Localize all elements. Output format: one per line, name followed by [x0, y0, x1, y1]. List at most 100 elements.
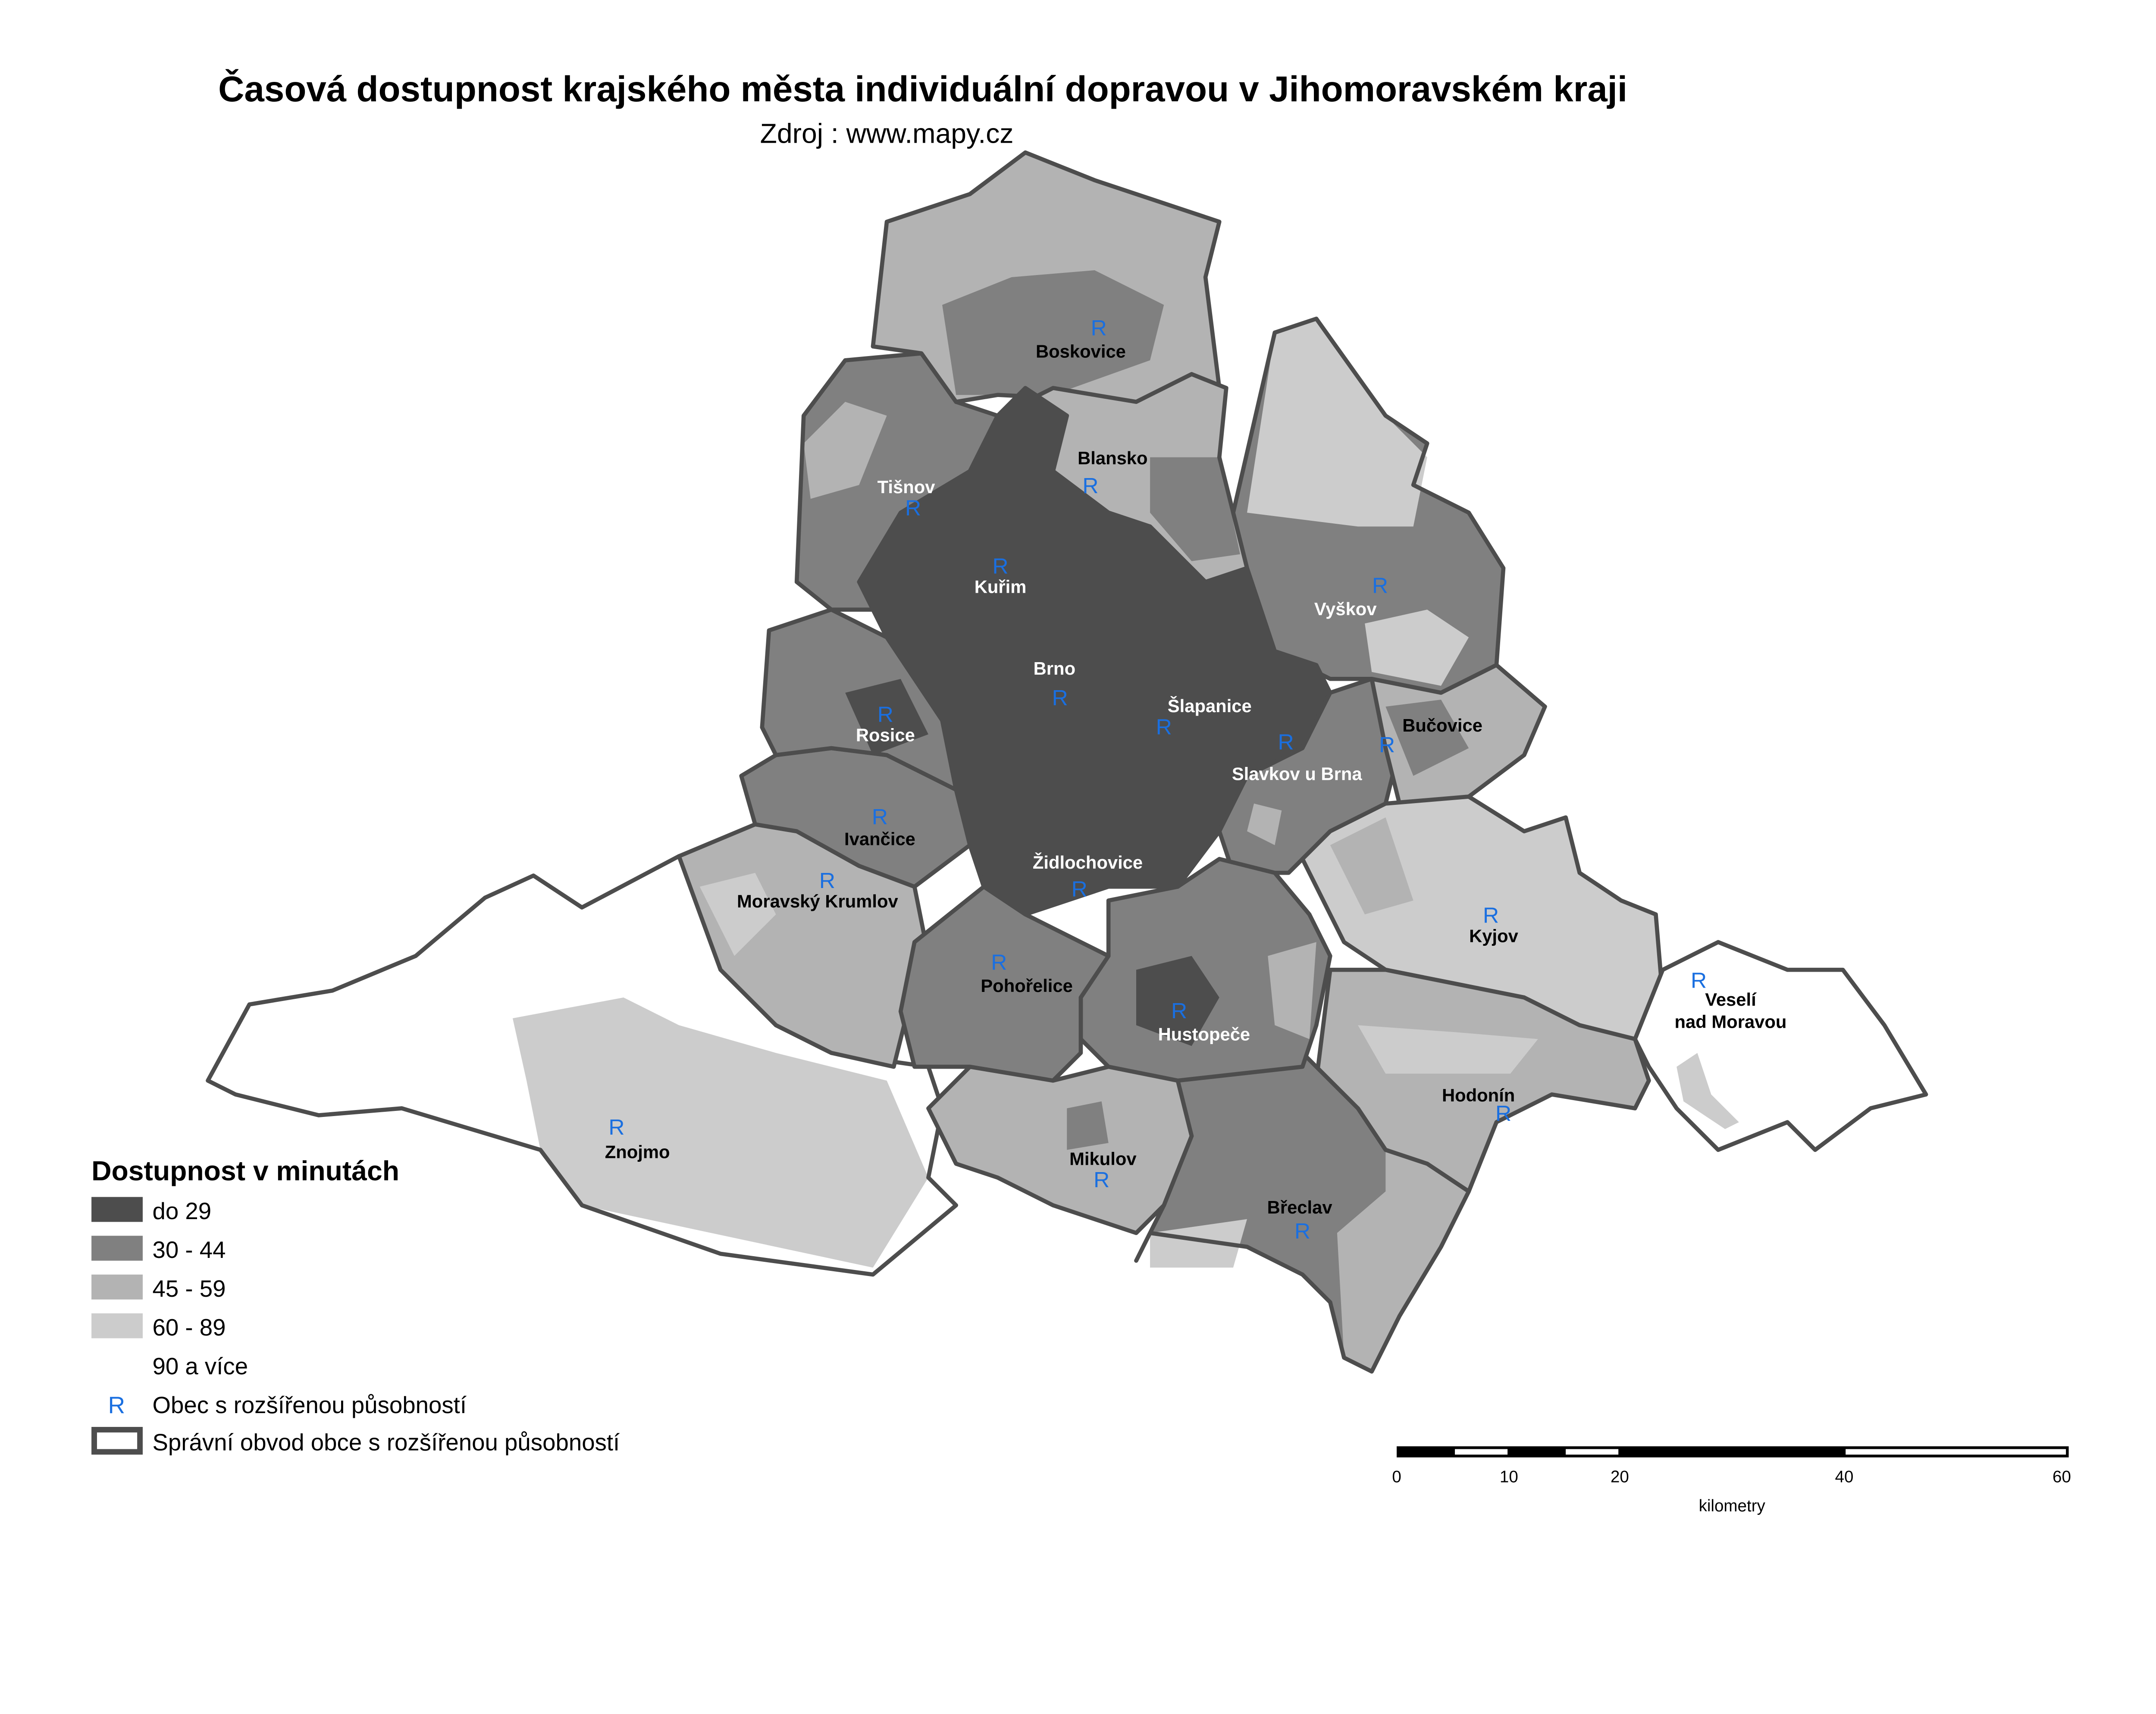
legend-swatch-90-plus [91, 1352, 143, 1377]
town-label: Znojmo [605, 1142, 670, 1162]
scale-tick-60: 60 [2053, 1468, 2071, 1486]
districts-layer [206, 150, 1928, 1374]
municipality-area [1136, 956, 1219, 1046]
municipality-area [942, 270, 1164, 395]
town-label: Hodonín [1442, 1085, 1515, 1105]
town-6: R Slavkov u Brna [1232, 729, 1363, 784]
district-fill [859, 388, 1330, 915]
municipality-area [1677, 1053, 1739, 1129]
r-marker-icon: R [1072, 876, 1087, 901]
legend-swatch-30-44 [91, 1235, 143, 1261]
municipality-area [1150, 1219, 1247, 1268]
district-boundary [1134, 1051, 1471, 1374]
district-hodonin [1314, 967, 1651, 1194]
district-vyskov [1231, 316, 1506, 695]
legend-boundary-label: Správní obvod obce s rozšířenou působnos… [152, 1429, 620, 1456]
r-marker-icon: R [1091, 315, 1107, 340]
scale-tick-40: 40 [1835, 1468, 1854, 1486]
town-label: Břeclav [1267, 1197, 1333, 1217]
map-source: Zdroj : www.mapy.cz [760, 118, 1014, 149]
legend-label-do-29: do 29 [152, 1198, 211, 1224]
legend-r-label: Obec s rozšířenou působností [152, 1392, 467, 1418]
r-marker-icon: R [1372, 573, 1388, 598]
r-marker-icon: R [1691, 967, 1707, 992]
district-fill [928, 1067, 1192, 1233]
municipality-area [845, 679, 928, 755]
scale-tick-0: 0 [1392, 1468, 1401, 1486]
r-marker-icon: R [877, 701, 893, 726]
town-12: R Židlochovice [1033, 852, 1143, 901]
r-marker-icon: R [905, 495, 921, 520]
r-marker-icon: R [1294, 1218, 1310, 1243]
district-boundary [1633, 940, 1928, 1152]
municipality-area [803, 402, 887, 499]
town-label: Brno [1034, 658, 1075, 679]
r-marker-icon: R [1483, 902, 1499, 927]
town-label: Blansko [1078, 448, 1147, 468]
legend-title: Dostupnost v minutách [91, 1155, 399, 1186]
legend-swatch-45-59 [91, 1274, 143, 1300]
district-boundary [898, 885, 1111, 1083]
scale-unit: kilometry [1699, 1497, 1766, 1515]
r-marker-icon: R [1094, 1167, 1109, 1192]
town-label: Ivančice [844, 829, 915, 849]
district-boundary [871, 150, 1222, 404]
r-marker-icon: R [1052, 685, 1068, 710]
town-label: Tišnov [877, 477, 936, 497]
town-label: Rosice [856, 725, 915, 745]
district-fill [1635, 942, 1926, 1150]
scale-tick-20: 20 [1611, 1468, 1629, 1486]
town-label: Boskovice [1036, 341, 1126, 361]
r-marker-icon: R [1278, 729, 1294, 754]
town-label: Veselí [1705, 989, 1757, 1010]
municipality-area [1067, 1101, 1109, 1150]
legend-label-45-59: 45 - 59 [152, 1276, 226, 1302]
town-label-line2: nad Moravou [1675, 1012, 1787, 1032]
town-label: Vyškov [1314, 599, 1377, 619]
municipality-area [1330, 817, 1413, 915]
district-mikulov [926, 1064, 1194, 1235]
accessibility-map: Časová dostupnost krajského města indivi… [91, 69, 2071, 1515]
r-marker-icon: R [1156, 714, 1172, 739]
scale-bar-segment [1455, 1449, 1508, 1455]
r-marker-icon: R [819, 868, 835, 893]
municipality-area [1247, 319, 1427, 527]
r-marker-icon: R [991, 950, 1007, 975]
town-label: Moravský Krumlov [737, 891, 898, 911]
map-title: Časová dostupnost krajského města indivi… [218, 69, 1627, 109]
scale-tick-10: 10 [1500, 1468, 1518, 1486]
district-fill [741, 748, 970, 887]
r-marker-icon: R [1379, 732, 1395, 757]
district-bucovice [1369, 663, 1547, 806]
legend-label-90-plus: 90 a více [152, 1353, 248, 1379]
district-kyjov [1300, 794, 1665, 1042]
district-veseli [1633, 940, 1928, 1152]
municipality-area [1247, 804, 1282, 845]
scale-bar-segment [1846, 1449, 2066, 1455]
municipality-area [1337, 1150, 1469, 1372]
r-marker-icon: R [1171, 998, 1187, 1023]
municipality-area [1150, 457, 1240, 561]
town-1: R Blansko [1078, 448, 1147, 498]
municipality-area [1358, 1025, 1538, 1074]
town-label: Židlochovice [1033, 852, 1143, 873]
municipality-area [699, 873, 776, 956]
r-marker-icon: R [992, 554, 1008, 579]
r-marker-icon: R [1082, 473, 1098, 498]
district-boundary [1369, 663, 1547, 806]
town-18: R Znojmo [605, 1114, 670, 1162]
town-label: Bučovice [1402, 715, 1482, 735]
town-4: R Brno [1034, 658, 1075, 710]
legend-r-symbol: R [108, 1392, 125, 1418]
town-label: Mikulov [1069, 1149, 1137, 1169]
scale-bar: 0 10 20 40 60 kilometry [1392, 1446, 2071, 1515]
towns-layer: RBoskoviceRBlanskoRTišnovRKuřimRBrnoRŠla… [605, 315, 1787, 1243]
